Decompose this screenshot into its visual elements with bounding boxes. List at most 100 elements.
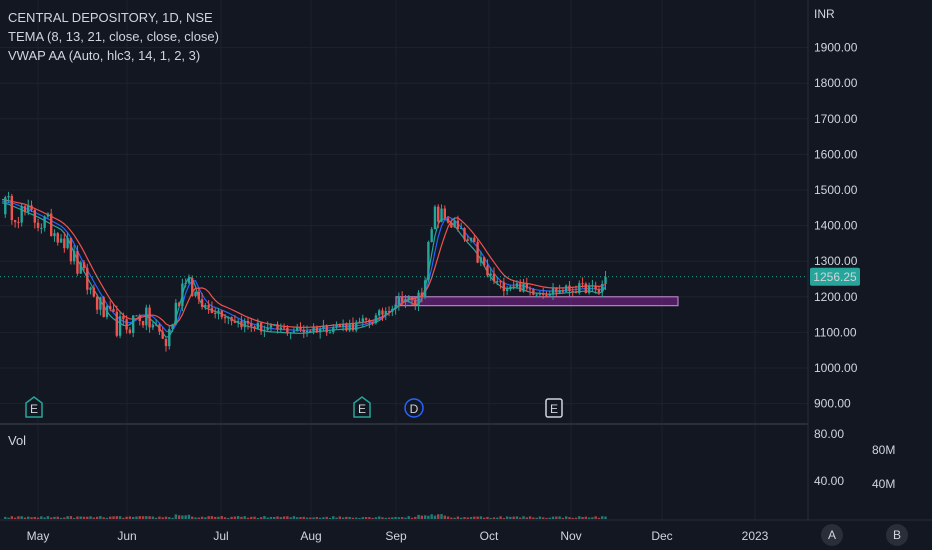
log-scale-button[interactable]: B [886, 524, 908, 546]
time-tick-label: May [27, 529, 50, 543]
candle-body [122, 316, 125, 320]
autoscale-button[interactable]: A [821, 524, 843, 546]
support-zone-layer [395, 296, 679, 307]
volume-bar [427, 515, 430, 519]
autoscale-button-label: A [828, 528, 836, 542]
volume-bar [59, 517, 63, 519]
candle-body [13, 220, 17, 223]
volume-bar [86, 516, 89, 519]
volume-bar [450, 517, 453, 519]
candle-body [95, 296, 99, 310]
volume-bar [246, 517, 250, 519]
volume-bar [433, 515, 437, 519]
earnings-marker[interactable]: E [25, 396, 43, 418]
volume-bar [292, 516, 296, 519]
volume-bar [263, 516, 266, 519]
candle-body [43, 216, 46, 228]
price-tick-label: 1600.00 [814, 147, 858, 161]
volume-bar [505, 516, 509, 519]
candle-body [519, 283, 522, 292]
candle-body [243, 321, 246, 328]
candle-body [351, 323, 355, 331]
candle-body [335, 325, 338, 328]
candle-body [289, 332, 292, 334]
candle-body [233, 321, 237, 323]
volume-bar [463, 517, 466, 519]
volume-bar [584, 516, 588, 519]
last-price-badge-bg [810, 267, 860, 286]
candle-body [53, 233, 56, 237]
candle-body [460, 227, 463, 230]
volume-bar [378, 516, 381, 519]
symbol-title[interactable]: CENTRAL DEPOSITORY, 1D, NSE [8, 10, 213, 25]
candle-body [374, 315, 378, 324]
volume-bar [191, 516, 194, 519]
time-tick-label: Dec [651, 529, 672, 543]
volume-bar [227, 517, 230, 519]
volume-bar [519, 517, 522, 519]
volume-bar [72, 517, 76, 519]
price-axis[interactable]: 900.00 1000.00 1100.00 1200.00 1300.00 1400.0… [814, 41, 858, 411]
volume-bar [276, 516, 279, 519]
volume-bar [259, 517, 263, 519]
volume-bar [4, 516, 7, 519]
candle-body [217, 310, 220, 314]
candle-body [168, 329, 171, 347]
candle-body [250, 323, 253, 327]
candle-body [273, 324, 276, 326]
candle-body [240, 320, 243, 328]
volume-bar [289, 517, 292, 519]
tema-indicator-label[interactable]: TEMA (8, 13, 21, close, close, close) [8, 29, 219, 44]
volume-bar [109, 516, 112, 519]
volume-bar [105, 517, 109, 519]
candle-body [443, 208, 446, 219]
candle-body [391, 308, 394, 312]
volume-bar [286, 516, 289, 519]
candle-body [315, 327, 319, 333]
candle-body [591, 285, 594, 287]
candle-body [378, 310, 381, 316]
volume-bar [43, 517, 46, 519]
volume-bar [355, 517, 358, 519]
time-axis[interactable]: May Jun Jul Aug Sep Oct Nov Dec 2023 [27, 529, 769, 543]
dividend-marker[interactable]: D [404, 398, 424, 418]
event-marker-label: D [410, 402, 419, 416]
price-tick-label: 1500.00 [814, 183, 858, 197]
candle-body [141, 321, 145, 326]
candle-body [33, 209, 36, 223]
volume-bar [414, 516, 417, 519]
vwap-indicator-label[interactable]: VWAP AA (Auto, hlc3, 14, 1, 2, 3) [8, 48, 201, 63]
volume-bar [135, 516, 138, 519]
earnings-marker[interactable]: E [545, 398, 563, 418]
volume-bar [551, 516, 555, 519]
volume-bar [230, 516, 233, 519]
support-zone[interactable] [395, 296, 679, 307]
price-tick-label: 1700.00 [814, 112, 858, 126]
volume-bar [236, 516, 240, 519]
volume-bar [512, 516, 515, 519]
candle-body [423, 280, 427, 297]
candle-body [102, 297, 105, 317]
volume-bar [207, 516, 210, 519]
candle-body [135, 315, 138, 317]
volume-bar [535, 517, 538, 519]
volume-bar [410, 517, 414, 519]
volume-bar [299, 517, 302, 519]
volume-pane-label[interactable]: Vol [8, 433, 27, 448]
candle-body [40, 227, 43, 229]
candle-body [125, 319, 128, 330]
volume-bar [528, 516, 532, 519]
volume-scale-label: 40M [872, 477, 895, 491]
candle-body [292, 331, 296, 333]
candle-body [214, 312, 217, 314]
log-scale-button-label: B [893, 528, 901, 542]
earnings-marker[interactable]: E [353, 396, 371, 418]
volume-bar [446, 516, 450, 519]
volume-bar [404, 517, 407, 519]
volume-bar [53, 516, 56, 519]
candle-body [427, 241, 430, 281]
candle-body [10, 195, 14, 221]
volume-bar [122, 517, 125, 519]
